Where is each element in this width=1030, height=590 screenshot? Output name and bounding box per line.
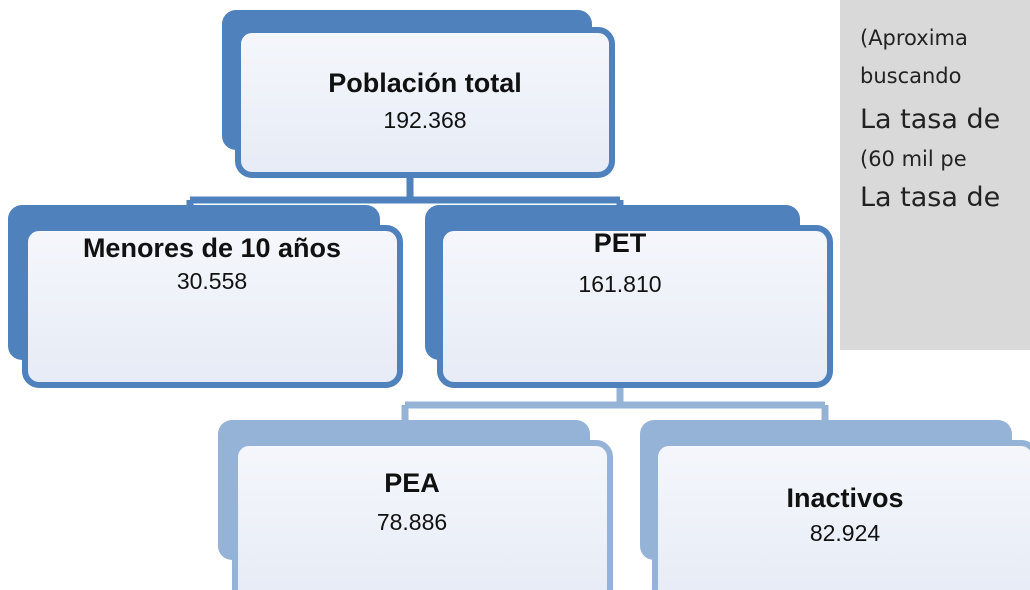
node-label: PEA xyxy=(384,468,440,498)
node-label: PET xyxy=(594,228,647,258)
side-panel xyxy=(840,0,1030,350)
node-label: Población total xyxy=(328,68,522,98)
node: Inactivos 82.924 xyxy=(640,420,1030,590)
connector xyxy=(401,385,829,445)
node-value: 30.558 xyxy=(177,268,247,294)
node-value: 161.810 xyxy=(578,271,661,297)
node-box xyxy=(232,440,613,590)
node-box xyxy=(437,225,833,388)
node-label: Menores de 10 años xyxy=(83,233,341,263)
side-text: La tasa de xyxy=(860,104,1000,135)
node-value: 82.924 xyxy=(810,520,881,546)
nodes: Población total 192.368 Menores de 10 años… xyxy=(8,10,1030,590)
node-box xyxy=(652,440,1030,590)
node: Población total 192.368 xyxy=(222,10,615,178)
node-label: Inactivos xyxy=(786,483,903,513)
node-value: 192.368 xyxy=(383,107,466,133)
node: PET 161.810 xyxy=(425,205,833,388)
node-box xyxy=(235,27,615,178)
side-text: La tasa de xyxy=(860,182,1000,213)
connectors xyxy=(186,175,829,445)
side-text: buscando xyxy=(860,64,961,88)
node-value: 78.886 xyxy=(377,509,447,535)
node: PEA 78.886 xyxy=(218,420,613,590)
side-text: (60 mil pe xyxy=(860,147,967,171)
node-box xyxy=(22,225,403,388)
side-text: (Aproxima xyxy=(860,26,968,50)
connector xyxy=(186,175,624,232)
node: Menores de 10 años 30.558 xyxy=(8,205,403,388)
